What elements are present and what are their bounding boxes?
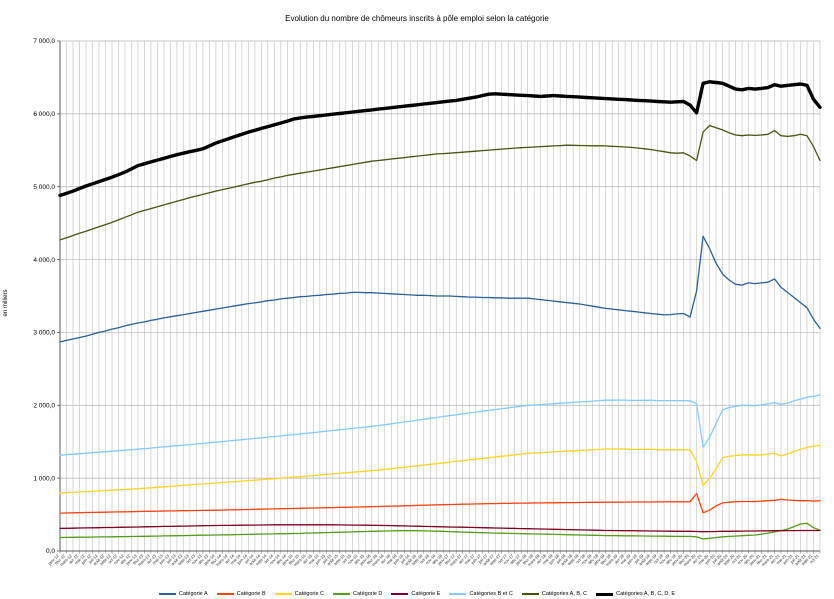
series-line: [58, 80, 822, 198]
series-line: [59, 235, 821, 343]
legend-line-swatch: [521, 593, 539, 595]
legend-line-swatch: [596, 592, 614, 596]
chart-title: Evolution du nombre de chômeurs inscrits…: [285, 14, 549, 23]
legend-item: Catégorie A: [158, 591, 208, 597]
legend-item: Catégories B et C: [449, 591, 513, 597]
legend-label: Catégorie C: [294, 591, 325, 597]
legend-item: Catégories A, B, C: [521, 591, 588, 597]
plot-area: janv-12févr-12mars-12avr-12mai-12juin-12…: [33, 38, 822, 567]
x-tick-label: oct-21: [808, 553, 820, 565]
x-tick-label: oct-15: [341, 553, 353, 565]
legend-label: Catégorie E: [411, 591, 441, 597]
y-tick-label: 0,0: [46, 548, 55, 555]
y-tick-label: 6 000,0: [33, 111, 55, 118]
series-line: [59, 524, 821, 533]
y-tick-label: 5 000,0: [33, 184, 55, 191]
legend-label: Catégories A, B, C: [541, 591, 588, 597]
y-tick-label: 1 000,0: [33, 475, 55, 482]
legend-label: Catégorie D: [353, 591, 383, 597]
x-tick-label: oct-16: [419, 553, 431, 565]
series-line: [59, 394, 821, 456]
legend-item: Catégorie E: [391, 591, 440, 597]
legend-line-swatch: [158, 593, 176, 595]
x-tick-label: oct-13: [185, 553, 197, 565]
legend-label: Catégories B et C: [469, 591, 513, 597]
x-tick-label: oct-17: [497, 553, 509, 565]
legend-line-swatch: [391, 593, 409, 595]
y-tick-label: 7 000,0: [33, 38, 55, 45]
legend-item: Catégorie B: [216, 591, 266, 597]
x-tick-label: oct-20: [730, 553, 742, 565]
x-tick-label: oct-19: [652, 553, 664, 565]
x-tick-label: oct-12: [107, 553, 119, 565]
series-line: [59, 492, 821, 514]
legend-item: Catégorie D: [333, 591, 382, 597]
legend-line-swatch: [216, 593, 234, 595]
series-line: [59, 522, 821, 540]
legend-label: Catégorie B: [236, 591, 266, 597]
x-tick-label: oct-18: [574, 553, 586, 565]
legend: Catégorie A Catégorie B Catégorie C Catégor…: [0, 591, 834, 597]
legend-line-swatch: [449, 593, 467, 595]
legend-label: Catégorie A: [178, 591, 208, 597]
legend-line-swatch: [333, 593, 351, 595]
x-tick-label: oct-14: [263, 553, 275, 565]
legend-item: Catégories A, B, C, D, E: [596, 591, 675, 597]
series-line: [59, 444, 821, 494]
y-tick-label: 4 000,0: [33, 257, 55, 264]
y-tick-label: 3 000,0: [33, 330, 55, 337]
y-tick-label: 2 000,0: [33, 402, 55, 409]
legend-item: Catégorie C: [274, 591, 325, 597]
legend-line-swatch: [274, 593, 292, 595]
legend-label: Catégories A, B, C, D, E: [616, 591, 676, 597]
series-line: [59, 124, 821, 241]
